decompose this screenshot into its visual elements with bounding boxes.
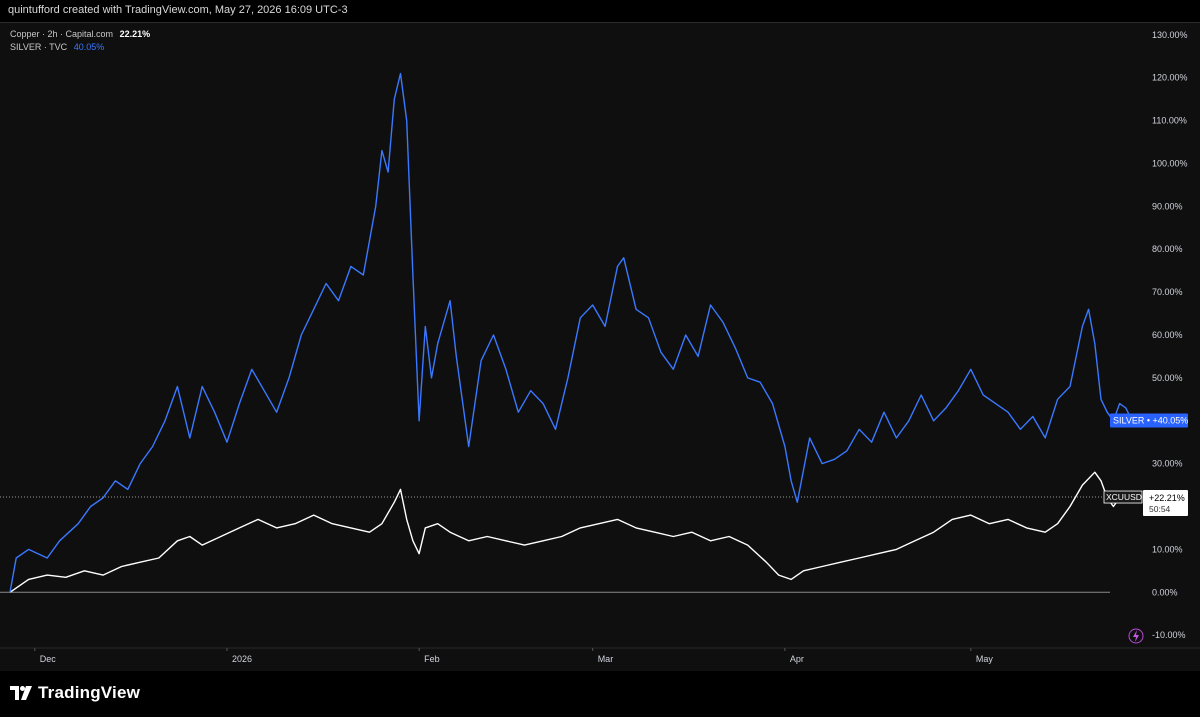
x-tick-label: Feb <box>424 654 440 664</box>
x-tick-label: Apr <box>790 654 804 664</box>
copper-countdown-text: 50:54 <box>1149 504 1171 514</box>
tradingview-logo-icon <box>10 686 32 700</box>
y-tick-label: 90.00% <box>1152 201 1183 211</box>
x-tick-label: Mar <box>598 654 614 664</box>
copper-price-tag-text: +22.21% <box>1149 493 1185 503</box>
copper-symbol-tag-text: XCUUSD <box>1106 492 1142 502</box>
silver-price-tag-text: SILVER • +40.05% <box>1113 416 1188 426</box>
y-tick-label: 110.00% <box>1152 116 1187 126</box>
y-tick-label: 100.00% <box>1152 158 1188 168</box>
copper-price-tag[interactable] <box>1143 490 1188 517</box>
legend-copper-value: 22.21% <box>119 29 151 39</box>
legend-row-silver[interactable]: SILVER · TVC 40.05% <box>10 41 150 54</box>
y-tick-label: 0.00% <box>1152 587 1178 597</box>
legend-copper-symbol: Copper · 2h · Capital.com <box>10 29 114 39</box>
chart-frame[interactable] <box>0 22 1200 672</box>
series-line-xcuusd[interactable] <box>9 471 1133 593</box>
y-tick-label: 10.00% <box>1152 544 1183 554</box>
legend-silver-symbol: SILVER · TVC <box>10 42 68 52</box>
footer <box>0 671 1200 717</box>
y-tick-label: 80.00% <box>1152 244 1183 254</box>
alert-lightning-icon-ring[interactable] <box>1128 628 1144 644</box>
tradingview-logo[interactable]: TradingView <box>10 683 140 703</box>
y-tick-label: 120.00% <box>1152 73 1188 83</box>
copper-symbol-tag[interactable] <box>1103 490 1143 504</box>
y-tick-label: -10.00% <box>1152 630 1186 640</box>
series-legend: Copper · 2h · Capital.com 22.21% SILVER … <box>10 28 150 54</box>
y-tick-label: 60.00% <box>1152 330 1183 340</box>
y-tick-label: 50.00% <box>1152 373 1183 383</box>
x-tick-label: Dec <box>40 654 57 664</box>
series-line-silver[interactable] <box>9 72 1133 593</box>
y-tick-label: 70.00% <box>1152 287 1183 297</box>
legend-row-copper[interactable]: Copper · 2h · Capital.com 22.21% <box>10 28 150 41</box>
x-tick-label: 2026 <box>232 654 252 664</box>
x-tick-label: May <box>976 654 994 664</box>
top-bar: quintufford created with TradingView.com… <box>0 0 1200 22</box>
y-tick-label: 130.00% <box>1152 30 1188 40</box>
lightning-icon <box>1133 630 1139 642</box>
y-tick-label: 30.00% <box>1152 459 1183 469</box>
chart-credit: quintufford created with TradingView.com… <box>8 4 348 16</box>
silver-price-tag[interactable] <box>1110 413 1188 428</box>
legend-silver-value: 40.05% <box>73 42 105 52</box>
tradingview-brand: TradingView <box>38 683 141 702</box>
